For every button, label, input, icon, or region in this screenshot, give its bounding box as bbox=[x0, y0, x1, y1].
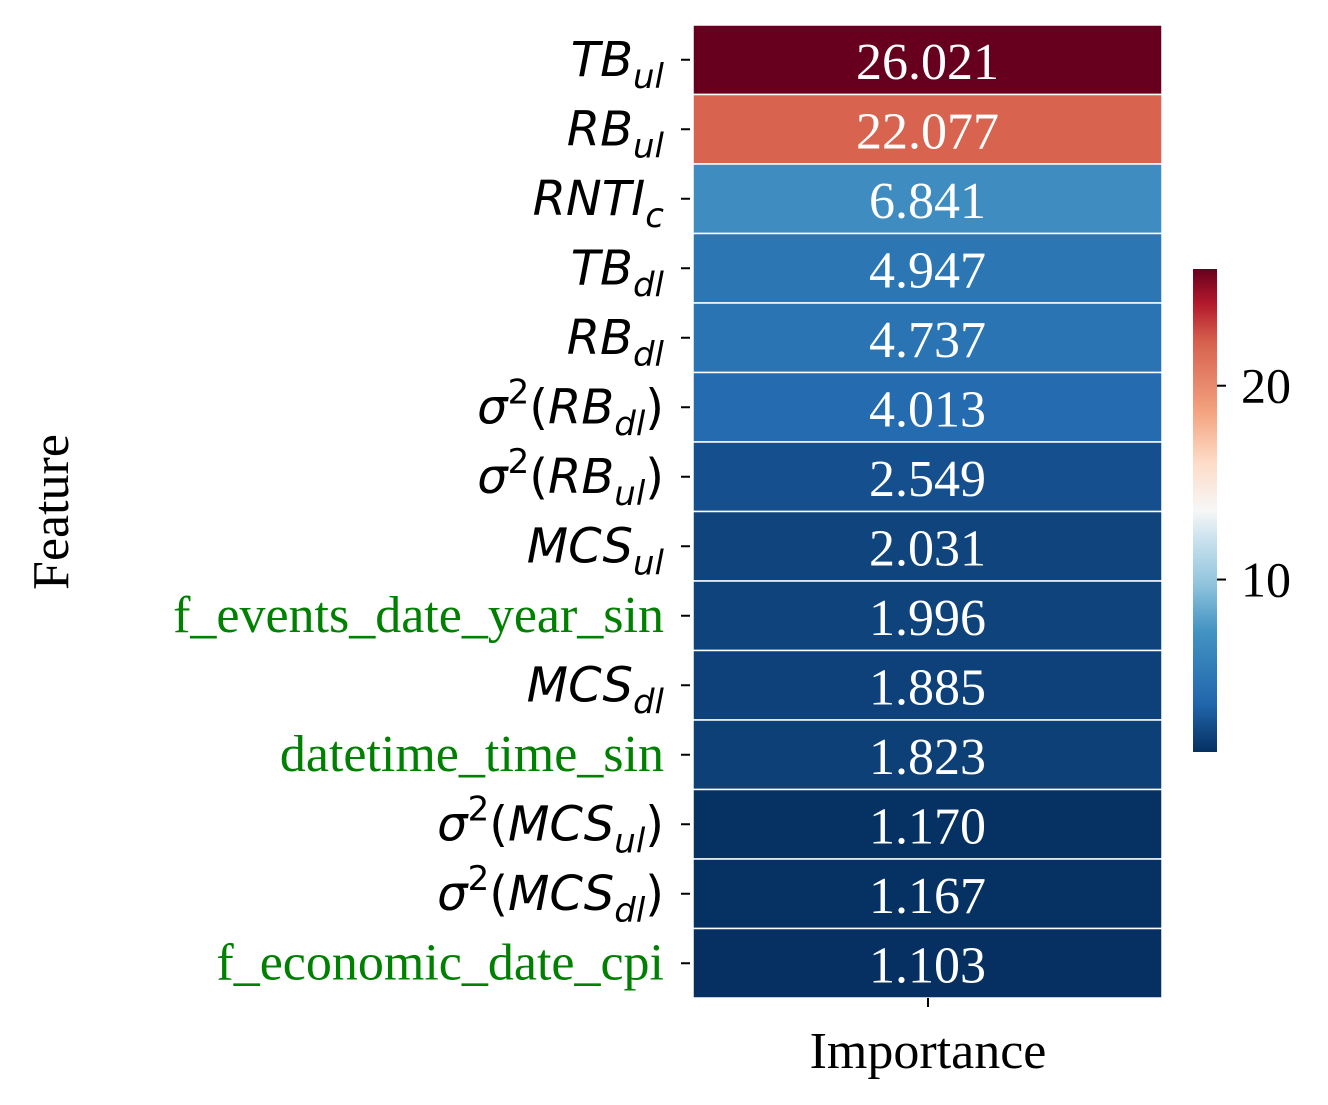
x-tick-label: Importance bbox=[810, 1023, 1047, 1080]
cell-value-label: 6.841 bbox=[869, 173, 986, 230]
heatmap-cell bbox=[692, 788, 1163, 860]
colorbar-tick-label: 10 bbox=[1241, 552, 1291, 608]
y-tick-label: σ2(RBdl) bbox=[477, 372, 664, 444]
colorbar: 10 20 bbox=[1193, 269, 1291, 752]
y-axis-label: Feature bbox=[23, 434, 80, 590]
y-tick-label: TBdl bbox=[571, 240, 665, 305]
heatmap-cell bbox=[692, 232, 1163, 304]
y-tick-label: datetime_time_sin bbox=[280, 726, 664, 783]
y-tick-labels: TBulRBulRNTIcTBdlRBdlσ2(RBdl)σ2(RBul)MCS… bbox=[173, 32, 690, 991]
y-tick-label: RNTIc bbox=[533, 171, 665, 236]
heatmap-cell bbox=[692, 510, 1163, 582]
heatmap-cell bbox=[692, 719, 1163, 791]
cell-value-label: 1.103 bbox=[869, 937, 986, 994]
y-tick-label: TBul bbox=[571, 32, 665, 97]
y-tick-label: f_events_date_year_sin bbox=[173, 587, 664, 644]
y-tick-label: σ2(MCSdl) bbox=[437, 859, 664, 931]
heatmap-cell bbox=[692, 371, 1163, 443]
y-tick-label: MCSdl bbox=[527, 657, 665, 722]
y-tick-label: f_economic_date_cpi bbox=[216, 934, 664, 991]
cell-value-label: 1.167 bbox=[869, 868, 986, 925]
cell-value-label: 1.823 bbox=[869, 729, 986, 786]
y-tick-label: σ2(MCSul) bbox=[437, 789, 664, 861]
heatmap-cell bbox=[692, 302, 1163, 374]
cell-value-label: 1.885 bbox=[869, 659, 986, 716]
y-tick-label: RBul bbox=[567, 101, 665, 166]
y-tick-label: σ2(RBul) bbox=[477, 442, 664, 514]
heatmap-cell bbox=[692, 24, 1163, 96]
cell-value-label: 2.031 bbox=[869, 520, 986, 577]
cell-value-label: 1.170 bbox=[869, 798, 986, 855]
heatmap-cell bbox=[692, 649, 1163, 721]
cell-value-label: 1.996 bbox=[869, 590, 986, 647]
colorbar-gradient bbox=[1193, 269, 1217, 752]
cell-value-label: 4.737 bbox=[869, 312, 986, 369]
colorbar-tick-label: 20 bbox=[1241, 358, 1291, 414]
y-tick-label: RBdl bbox=[567, 310, 665, 375]
y-tick-label: MCSul bbox=[527, 518, 665, 583]
heatmap-cell bbox=[692, 927, 1163, 999]
cell-value-label: 2.549 bbox=[869, 451, 986, 508]
cell-value-label: 4.947 bbox=[869, 242, 986, 299]
heatmap-cell bbox=[692, 163, 1163, 235]
heatmap-cells: 26.021 22.077 6.841 4.947 4.737 4.013 2.549 2.0… bbox=[692, 24, 1163, 999]
heatmap-cell bbox=[692, 858, 1163, 930]
cell-value-label: 26.021 bbox=[856, 34, 999, 91]
cell-value-label: 4.013 bbox=[869, 381, 986, 438]
cell-value-label: 22.077 bbox=[856, 103, 999, 160]
heatmap-cell bbox=[692, 93, 1163, 165]
